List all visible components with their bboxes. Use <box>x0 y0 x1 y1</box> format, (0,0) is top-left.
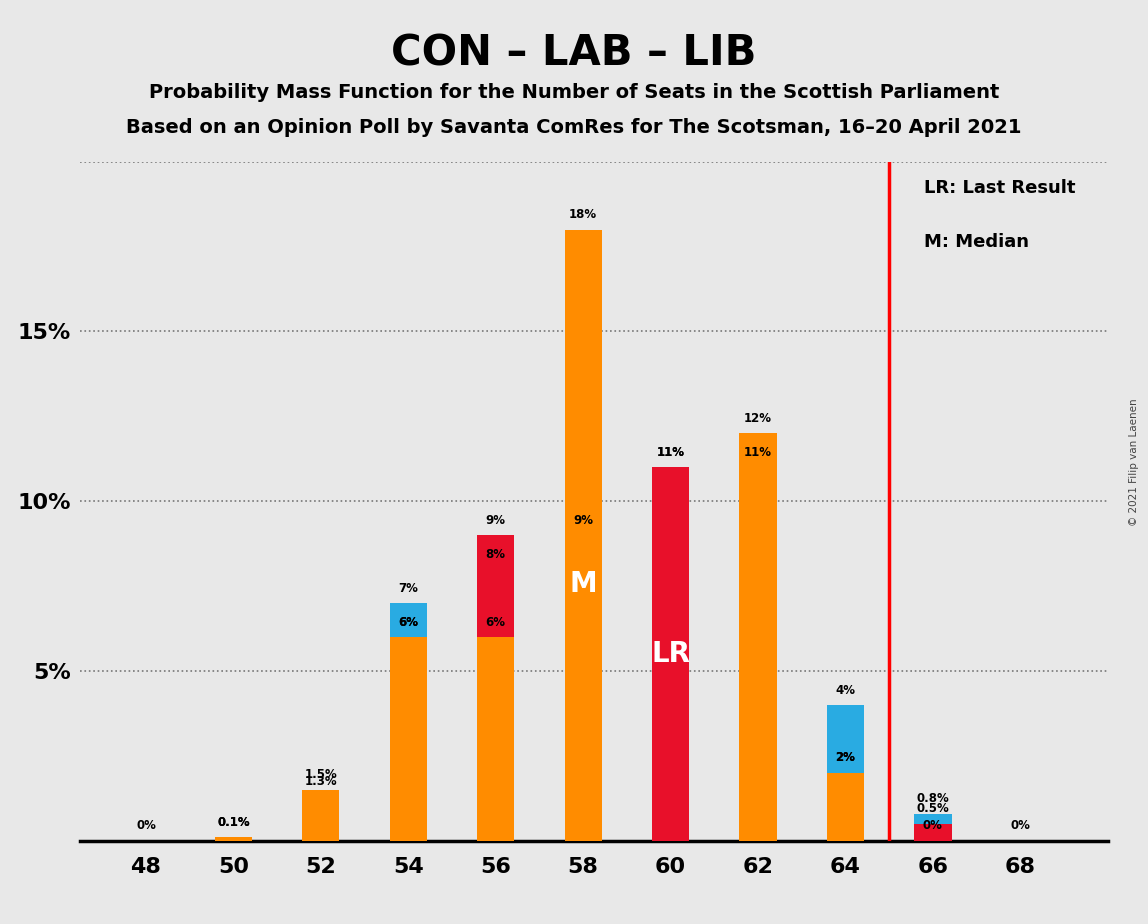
Bar <box>739 433 777 841</box>
Text: 11%: 11% <box>657 445 684 459</box>
Bar <box>478 638 514 841</box>
Text: 18%: 18% <box>569 208 597 221</box>
Text: 0%: 0% <box>923 820 943 833</box>
Text: 6%: 6% <box>398 615 418 628</box>
Bar <box>652 468 689 841</box>
Bar <box>302 790 340 841</box>
Text: 0%: 0% <box>135 820 156 833</box>
Text: 1.5%: 1.5% <box>304 769 338 782</box>
Bar <box>389 638 427 841</box>
Text: 0.1%: 0.1% <box>217 816 250 829</box>
Text: 2%: 2% <box>836 751 855 764</box>
Text: 4%: 4% <box>836 684 855 697</box>
Text: M: Median: M: Median <box>924 233 1030 251</box>
Bar <box>215 837 251 841</box>
Text: 1.3%: 1.3% <box>304 775 338 788</box>
Bar <box>739 468 777 841</box>
Bar <box>389 638 427 841</box>
Text: 2%: 2% <box>836 751 855 764</box>
Bar <box>652 468 689 841</box>
Bar <box>914 814 952 841</box>
Bar <box>827 772 864 841</box>
Bar <box>478 535 514 841</box>
Text: © 2021 Filip van Laenen: © 2021 Filip van Laenen <box>1130 398 1139 526</box>
Text: LR: Last Result: LR: Last Result <box>924 178 1076 197</box>
Text: 0.8%: 0.8% <box>916 792 949 805</box>
Text: M: M <box>569 570 597 598</box>
Text: Based on an Opinion Poll by Savanta ComRes for The Scotsman, 16–20 April 2021: Based on an Opinion Poll by Savanta ComR… <box>126 118 1022 138</box>
Bar <box>565 535 602 841</box>
Bar <box>302 796 340 841</box>
Text: 11%: 11% <box>744 445 773 459</box>
Text: Probability Mass Function for the Number of Seats in the Scottish Parliament: Probability Mass Function for the Number… <box>149 83 999 103</box>
Text: 6%: 6% <box>486 615 506 628</box>
Bar <box>827 705 864 841</box>
Text: 0%: 0% <box>1010 820 1030 833</box>
Text: 6%: 6% <box>398 615 418 628</box>
Text: CON – LAB – LIB: CON – LAB – LIB <box>391 32 757 74</box>
Text: 11%: 11% <box>657 445 684 459</box>
Text: 7%: 7% <box>398 581 418 595</box>
Bar <box>215 837 251 841</box>
Bar <box>914 824 952 841</box>
Bar <box>827 772 864 841</box>
Text: 9%: 9% <box>573 514 594 527</box>
Bar <box>478 569 514 841</box>
Text: 9%: 9% <box>486 514 506 527</box>
Text: LR: LR <box>651 640 690 668</box>
Bar <box>565 230 602 841</box>
Text: 8%: 8% <box>486 548 506 561</box>
Text: 12%: 12% <box>744 412 773 425</box>
Text: 0.1%: 0.1% <box>217 816 250 829</box>
Bar <box>389 603 427 841</box>
Text: 0.5%: 0.5% <box>916 802 949 815</box>
